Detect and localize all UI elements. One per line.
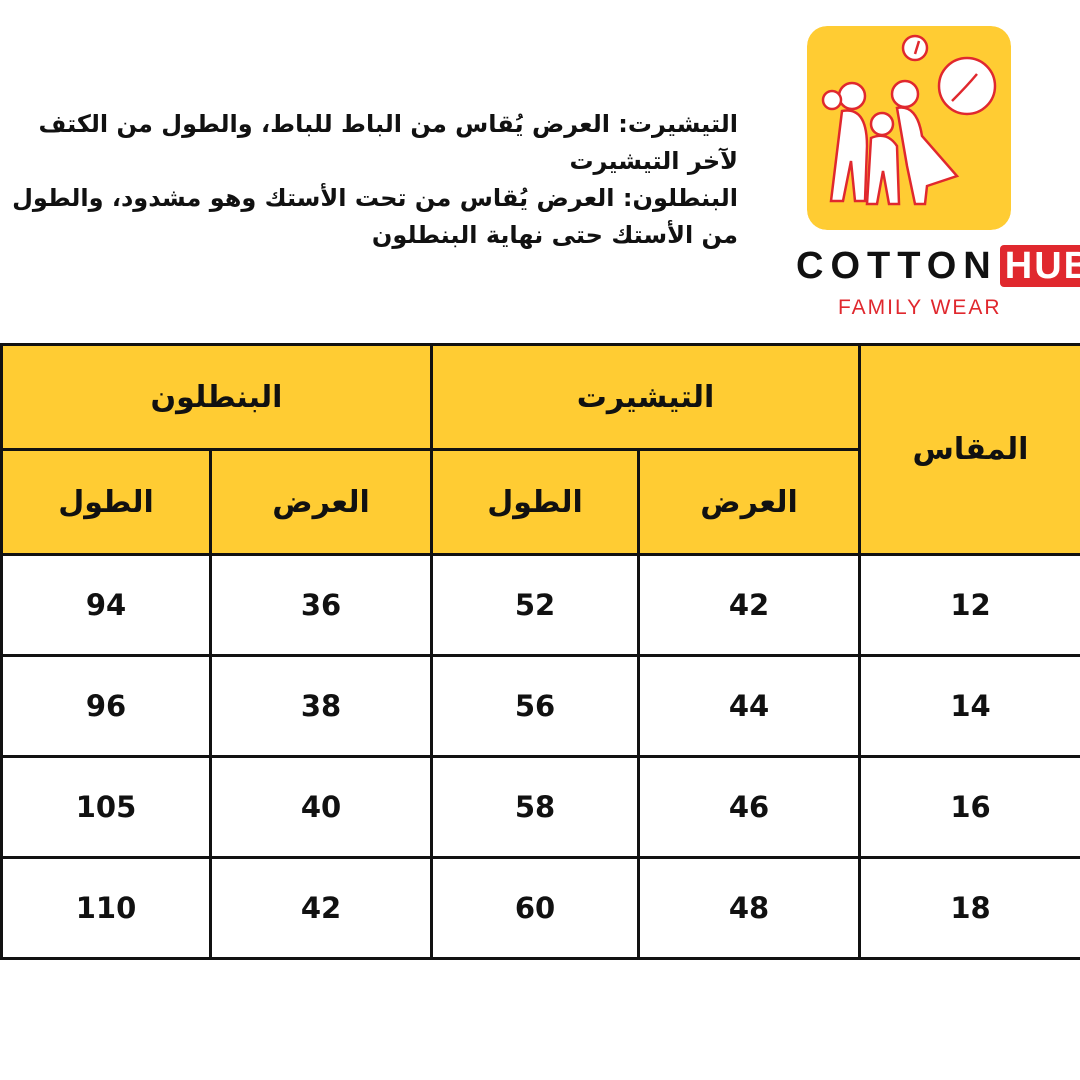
pants-width-cell: 36: [209, 553, 433, 657]
brand-name-cotton: COTTON: [796, 245, 998, 287]
tshirt-length-cell: 60: [430, 856, 640, 960]
brand-tagline: FAMILY WEAR: [838, 296, 1002, 319]
table-row: 96 38 56 44 14: [0, 654, 1080, 758]
tshirt-note: التيشيرت: العرض يُقاس من الباط للباط، وا…: [38, 110, 738, 175]
pants-length-cell: 94: [0, 553, 212, 657]
tshirt-width-cell: 48: [637, 856, 861, 960]
size-cell: 16: [858, 755, 1080, 859]
tshirt-length-cell: 56: [430, 654, 640, 758]
family-cotton-logo-icon: [807, 26, 1011, 230]
tshirt-width-cell: 44: [637, 654, 861, 758]
header-pants-length: الطول: [0, 448, 212, 556]
size-cell: 12: [858, 553, 1080, 657]
size-cell: 18: [858, 856, 1080, 960]
header-size: المقاس: [858, 343, 1080, 556]
pants-length-cell: 96: [0, 654, 212, 758]
tshirt-length-cell: 58: [430, 755, 640, 859]
header-pants-width: العرض: [209, 448, 433, 556]
pants-width-cell: 38: [209, 654, 433, 758]
table-row: 110 42 60 48 18: [0, 856, 1080, 960]
pants-note: البنطلون: العرض يُقاس من تحت الأستك وهو …: [12, 184, 738, 249]
tshirt-length-cell: 52: [430, 553, 640, 657]
pants-width-cell: 42: [209, 856, 433, 960]
brand-name-hub: HUB: [999, 245, 1080, 287]
pants-length-cell: 110: [0, 856, 212, 960]
header-tshirt-width: العرض: [637, 448, 861, 556]
pants-length-cell: 105: [0, 755, 212, 859]
pants-width-cell: 40: [209, 755, 433, 859]
size-cell: 14: [858, 654, 1080, 758]
header-tshirt-length: الطول: [430, 448, 640, 556]
size-chart-table: البنطلون التيشيرت المقاس الطول العرض الط…: [0, 343, 1080, 960]
header-pants: البنطلون: [0, 343, 433, 451]
brand-name: COTTON HUB: [796, 245, 1080, 288]
table-row: 94 36 52 42 12: [0, 553, 1080, 657]
header-tshirt: التيشيرت: [430, 343, 861, 451]
tshirt-width-cell: 42: [637, 553, 861, 657]
measurement-notes: التيشيرت: العرض يُقاس من الباط للباط، وا…: [0, 106, 738, 254]
table-row: 105 40 58 46 16: [0, 755, 1080, 859]
tshirt-width-cell: 46: [637, 755, 861, 859]
